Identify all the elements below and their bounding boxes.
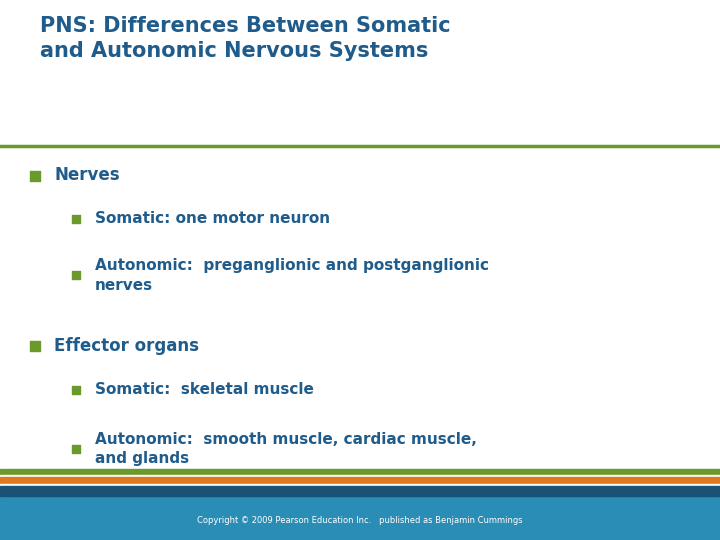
Text: Nerves: Nerves <box>54 166 120 185</box>
Bar <box>0 469 720 475</box>
Text: Copyright © 2009 Pearson Education Inc.   published as Benjamin Cummings: Copyright © 2009 Pearson Education Inc. … <box>197 516 523 524</box>
Text: Somatic:  skeletal muscle: Somatic: skeletal muscle <box>95 382 314 397</box>
Bar <box>0 496 720 540</box>
Bar <box>0 475 720 477</box>
Point <box>70 386 81 394</box>
Point <box>70 445 81 454</box>
Point <box>29 171 40 180</box>
Text: Autonomic:  smooth muscle, cardiac muscle,
and glands: Autonomic: smooth muscle, cardiac muscle… <box>95 432 477 467</box>
Text: PNS: Differences Between Somatic
and Autonomic Nervous Systems: PNS: Differences Between Somatic and Aut… <box>40 16 450 61</box>
Bar <box>0 484 720 486</box>
Point <box>70 214 81 223</box>
Text: Autonomic:  preganglionic and postganglionic
nerves: Autonomic: preganglionic and postganglio… <box>95 258 489 293</box>
Text: Effector organs: Effector organs <box>54 336 199 355</box>
Point <box>70 271 81 280</box>
Bar <box>0 486 720 496</box>
Text: Somatic: one motor neuron: Somatic: one motor neuron <box>95 211 330 226</box>
Bar <box>0 477 720 484</box>
Point <box>29 341 40 350</box>
